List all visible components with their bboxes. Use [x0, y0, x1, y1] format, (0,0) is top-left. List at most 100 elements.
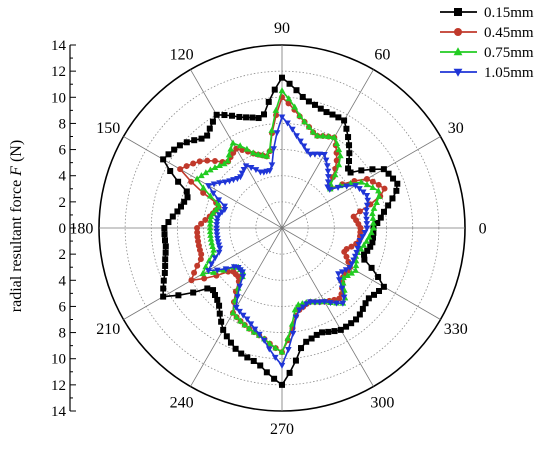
data-point	[362, 300, 369, 307]
data-point	[232, 345, 239, 352]
data-point	[369, 183, 377, 190]
data-point	[305, 123, 313, 130]
data-point	[335, 114, 342, 121]
data-point	[221, 112, 228, 119]
data-point	[234, 294, 241, 301]
data-point	[361, 229, 369, 236]
data-point	[356, 186, 363, 193]
data-point	[183, 188, 190, 195]
data-point	[221, 179, 229, 186]
data-point	[309, 128, 317, 135]
data-point	[338, 285, 346, 292]
data-point	[389, 195, 396, 202]
data-point	[229, 309, 237, 316]
data-point	[373, 199, 380, 206]
data-point	[227, 145, 235, 152]
radial-tick-label: 4	[59, 169, 67, 185]
data-point	[167, 168, 174, 175]
data-point	[176, 142, 183, 149]
data-point	[208, 239, 215, 246]
series-0.75mm	[193, 87, 383, 355]
data-point	[265, 346, 273, 353]
data-point	[381, 185, 388, 192]
data-point	[215, 242, 223, 249]
data-point	[211, 164, 219, 171]
data-point	[213, 229, 221, 236]
data-point	[266, 146, 274, 153]
data-point	[380, 208, 387, 215]
grid-spoke	[123, 136, 283, 229]
data-point	[252, 167, 260, 174]
data-point	[216, 310, 223, 317]
data-point	[229, 112, 236, 119]
data-point	[347, 169, 354, 176]
data-point	[268, 126, 276, 133]
data-point	[299, 304, 307, 311]
data-point	[327, 300, 334, 307]
data-point	[380, 166, 387, 173]
legend: 0.15mm 0.45mm 0.75mm 1.05mm	[440, 5, 534, 81]
data-point	[369, 234, 376, 241]
data-point	[394, 180, 401, 187]
data-point	[363, 175, 370, 182]
data-point	[363, 237, 370, 244]
series-line	[196, 89, 380, 354]
data-point	[305, 98, 312, 105]
data-point	[336, 277, 343, 284]
radial-tick-label: 2	[59, 247, 67, 263]
data-point	[291, 306, 299, 313]
data-point	[344, 272, 351, 279]
radial-tick-label: 6	[59, 299, 67, 315]
data-point	[298, 345, 305, 352]
data-point	[160, 156, 167, 163]
data-point	[194, 229, 201, 236]
data-point	[311, 299, 319, 306]
data-point	[393, 187, 400, 194]
data-point	[236, 113, 243, 120]
data-point	[385, 202, 392, 209]
data-point	[345, 165, 352, 172]
data-point	[213, 111, 220, 118]
legend-item: 1.05mm	[440, 65, 534, 81]
data-point	[385, 170, 392, 177]
data-point	[271, 354, 279, 361]
data-point	[368, 229, 375, 236]
data-point	[291, 103, 299, 110]
data-point	[194, 262, 201, 269]
data-point	[343, 125, 350, 132]
legend-marker	[454, 8, 462, 16]
data-point	[200, 184, 207, 191]
data-point	[316, 151, 323, 158]
data-point	[348, 269, 355, 276]
data-point	[197, 256, 204, 263]
data-point	[216, 162, 223, 169]
angle-label-120: 120	[170, 47, 194, 64]
data-point	[202, 263, 210, 270]
data-point	[212, 206, 220, 213]
data-point	[358, 167, 365, 174]
data-point	[209, 118, 216, 125]
data-point	[165, 219, 172, 226]
data-point	[333, 139, 341, 146]
series-layer	[160, 74, 401, 388]
data-point	[214, 215, 221, 222]
data-point	[375, 273, 382, 280]
data-point	[243, 316, 251, 323]
legend-item: 0.45mm	[440, 25, 534, 41]
data-point	[345, 134, 352, 141]
data-point	[213, 225, 220, 232]
data-point	[376, 288, 383, 295]
data-point	[343, 183, 350, 190]
data-point	[361, 251, 368, 258]
data-point	[279, 381, 285, 388]
data-point	[161, 231, 168, 238]
data-point	[374, 220, 381, 227]
data-point	[198, 135, 205, 142]
data-point	[348, 243, 355, 250]
data-point	[224, 157, 232, 164]
data-point	[249, 114, 256, 121]
data-point	[359, 189, 367, 196]
data-point	[218, 318, 225, 325]
data-point	[307, 151, 314, 158]
data-point	[206, 224, 214, 231]
